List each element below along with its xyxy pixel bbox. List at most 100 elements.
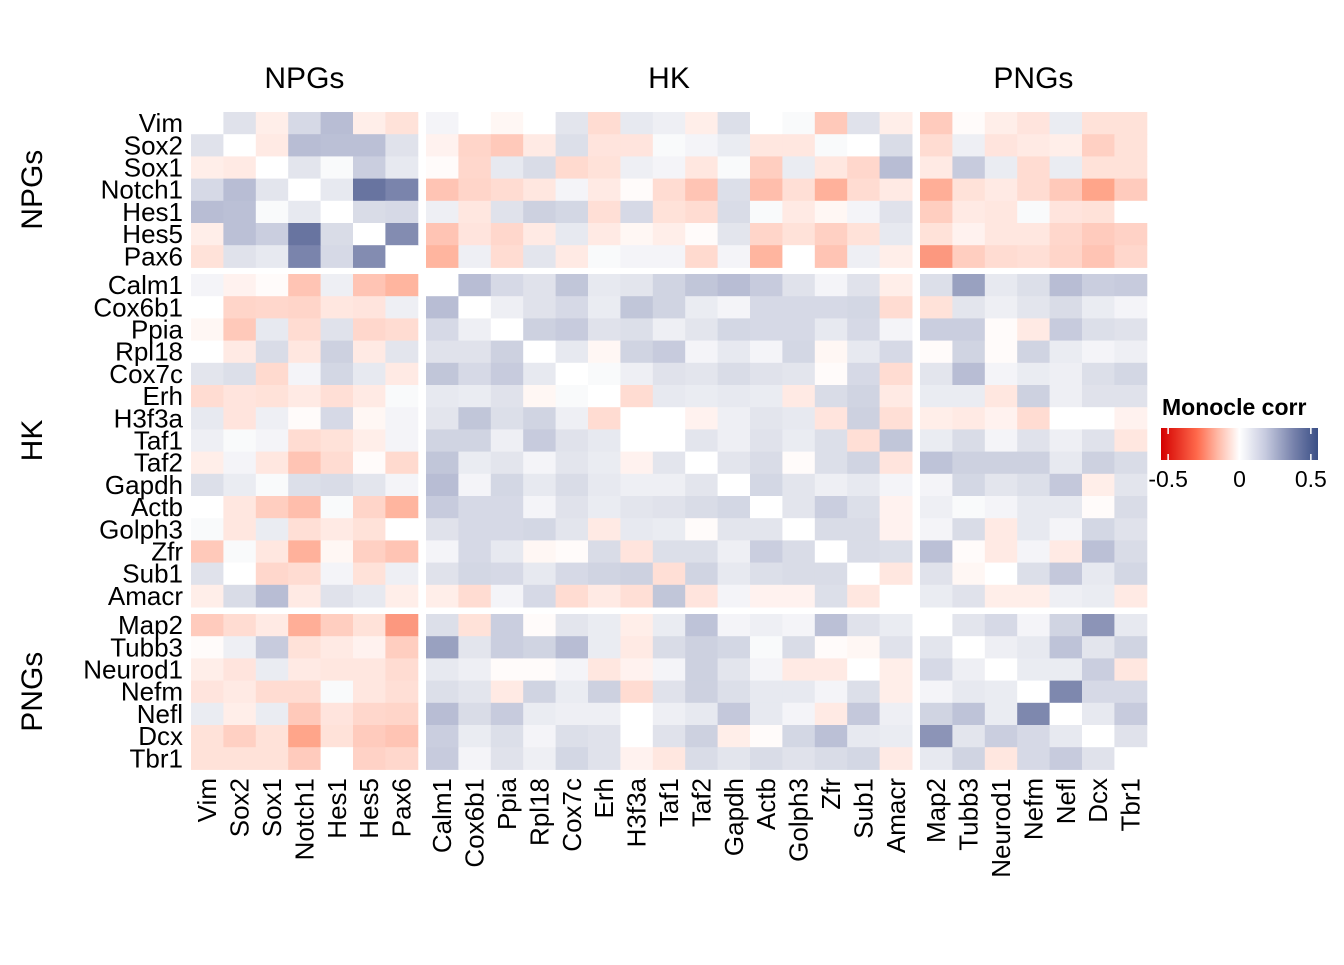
heatmap-cell-Neurod1-Golph3 <box>782 658 816 682</box>
heatmap-cell-Map2-Neurod1 <box>984 614 1018 637</box>
heatmap-cell-Notch1-Ppia <box>490 178 524 202</box>
heatmap-cell-Nefm-Cox6b1 <box>458 680 492 704</box>
heatmap-cell-Map2-Hes5 <box>353 614 386 637</box>
heatmap-cell-Amacr-Zfr <box>814 584 848 608</box>
heatmap-cell-Ppia-Zfr <box>814 318 848 342</box>
heatmap-cell-Taf1-Taf2 <box>685 429 719 453</box>
heatmap-cell-Hes5-Dcx <box>1082 223 1115 246</box>
heatmap-cell-Sox2-Tubb3 <box>952 134 986 157</box>
heatmap-cell-Amacr-Nefm <box>1017 584 1051 608</box>
heatmap-cell-Taf2-Notch1 <box>288 451 322 475</box>
heatmap-cell-Zfr-Sub1 <box>847 540 881 564</box>
heatmap-cell-Golph3-Map2 <box>920 518 953 541</box>
heatmap-cell-Taf1-Tubb3 <box>952 429 986 453</box>
heatmap-cell-Neurod1-Sox2 <box>223 658 257 682</box>
legend-tick-label: 0 <box>1233 466 1246 492</box>
heatmap-cell-Sox1-Gapdh <box>717 156 751 180</box>
heatmap-cell-Pax6-Nefm <box>1017 245 1051 268</box>
heatmap-cell-Taf1-Sub1 <box>847 429 881 453</box>
row-label: Tubb3 <box>110 632 183 662</box>
heatmap-cell-Gapdh-H3f3a <box>620 473 654 497</box>
heatmap-cell-Tubb3-Sub1 <box>847 636 881 659</box>
heatmap-cell-Map2-Gapdh <box>717 614 751 637</box>
heatmap-cell-Vim-Golph3 <box>782 112 816 135</box>
heatmap-cell-Nefm-Zfr <box>814 680 848 704</box>
heatmap-cell-Nefl-Vim <box>191 702 224 726</box>
heatmap-cell-Gapdh-Pax6 <box>385 473 419 497</box>
heatmap-cell-Sox2-Erh <box>588 134 621 157</box>
heatmap-cell-Notch1-Calm1 <box>426 178 459 202</box>
heatmap-cell-Zfr-Erh <box>588 540 621 564</box>
heatmap-cell-Hes5-Golph3 <box>782 223 816 246</box>
heatmap-cell-Gapdh-Neurod1 <box>984 473 1018 497</box>
heatmap-cell-Hes1-Notch1 <box>288 200 322 224</box>
heatmap-cell-Actb-Tbr1 <box>1114 496 1148 519</box>
heatmap-cell-Pax6-Calm1 <box>426 245 459 268</box>
heatmap-cell-Hes5-Calm1 <box>426 223 459 246</box>
heatmap-cell-Hes1-Vim <box>191 200 224 224</box>
heatmap-cell-Amacr-Actb <box>750 584 783 608</box>
heatmap-cell-Golph3-Sox2 <box>223 518 257 541</box>
heatmap-cell-Tbr1-Erh <box>588 747 621 770</box>
heatmap-cell-Gapdh-Erh <box>588 473 621 497</box>
heatmap-cell-Vim-Calm1 <box>426 112 459 135</box>
heatmap-cell-Erh-Erh <box>588 385 621 408</box>
row-label: Cox7c <box>109 359 183 389</box>
heatmap-cell-Nefl-Calm1 <box>426 702 459 726</box>
heatmap-cell-Notch1-Tbr1 <box>1114 178 1148 202</box>
heatmap-cell-Zfr-Nefl <box>1049 540 1083 564</box>
column-label: Nefl <box>1051 778 1081 824</box>
heatmap-cell-Calm1-Erh <box>588 274 621 297</box>
heatmap-cell-Ppia-Map2 <box>920 318 953 342</box>
heatmap-cell-Erh-H3f3a <box>620 385 654 408</box>
heatmap-cell-Tbr1-Ppia <box>490 747 524 770</box>
heatmap-cell-Dcx-Ppia <box>490 725 524 748</box>
heatmap-cell-Taf2-Neurod1 <box>984 451 1018 475</box>
heatmap-cell-Sox1-Calm1 <box>426 156 459 180</box>
heatmap-cell-Sox1-Tubb3 <box>952 156 986 180</box>
heatmap-cell-Nefm-Golph3 <box>782 680 816 704</box>
heatmap-cell-Sox1-Cox6b1 <box>458 156 492 180</box>
heatmap-cell-Ppia-Rpl18 <box>523 318 557 342</box>
heatmap-cell-Cox6b1-Sox2 <box>223 296 257 319</box>
heatmap-cell-Sub1-Nefl <box>1049 562 1083 586</box>
heatmap-cell-Nefm-Erh <box>588 680 621 704</box>
heatmap-cell-Pax6-Tbr1 <box>1114 245 1148 268</box>
heatmap-cell-Notch1-Sox2 <box>223 178 257 202</box>
heatmap-cell-Cox7c-Hes5 <box>353 362 386 386</box>
heatmap-cell-Taf1-Actb <box>750 429 783 453</box>
heatmap-cell-Hes1-Dcx <box>1082 200 1115 224</box>
heatmap-cell-Zfr-Sox1 <box>255 540 289 564</box>
heatmap-cell-Sox2-Zfr <box>814 134 848 157</box>
heatmap-cell-Taf2-Cox6b1 <box>458 451 492 475</box>
heatmap-cell-Gapdh-Sub1 <box>847 473 881 497</box>
heatmap-cell-Taf2-Gapdh <box>717 451 751 475</box>
heatmap-cell-H3f3a-Hes5 <box>353 407 386 430</box>
heatmap-cell-Sox2-Hes1 <box>320 134 354 157</box>
heatmap-cell-Map2-Actb <box>750 614 783 637</box>
heatmap-cell-Erh-Tbr1 <box>1114 385 1148 408</box>
heatmap-cell-Taf2-Taf2 <box>685 451 719 475</box>
heatmap-cell-Sox2-Sox1 <box>255 134 289 157</box>
heatmap-cell-Taf2-Dcx <box>1082 451 1115 475</box>
heatmap-cell-Nefl-Tubb3 <box>952 702 986 726</box>
heatmap-cell-Taf1-Nefm <box>1017 429 1051 453</box>
heatmap-cell-H3f3a-Hes1 <box>320 407 354 430</box>
heatmap-cell-Hes5-Neurod1 <box>984 223 1018 246</box>
heatmap-cell-Tbr1-Neurod1 <box>984 747 1018 770</box>
heatmap-cell-Sub1-Zfr <box>814 562 848 586</box>
heatmap-cell-Tubb3-Map2 <box>920 636 953 659</box>
heatmap-cell-Neurod1-Dcx <box>1082 658 1115 682</box>
heatmap-cell-Hes5-Sox1 <box>255 223 289 246</box>
heatmap-cell-Neurod1-Taf1 <box>652 658 686 682</box>
heatmap-cell-Taf1-Calm1 <box>426 429 459 453</box>
heatmap-cell-Erh-Golph3 <box>782 385 816 408</box>
heatmap-cell-Taf1-Hes5 <box>353 429 386 453</box>
column-label: Hes1 <box>322 778 352 839</box>
heatmap-cell-H3f3a-Taf1 <box>652 407 686 430</box>
heatmap-cell-Hes5-Zfr <box>814 223 848 246</box>
heatmap-cell-Sox2-H3f3a <box>620 134 654 157</box>
column-label: Cox6b1 <box>460 778 490 868</box>
heatmap-cell-Nefl-Hes5 <box>353 702 386 726</box>
heatmap-cell-H3f3a-Sub1 <box>847 407 881 430</box>
